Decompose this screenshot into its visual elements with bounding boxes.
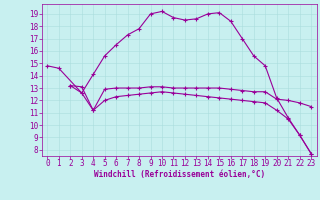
X-axis label: Windchill (Refroidissement éolien,°C): Windchill (Refroidissement éolien,°C)	[94, 170, 265, 179]
